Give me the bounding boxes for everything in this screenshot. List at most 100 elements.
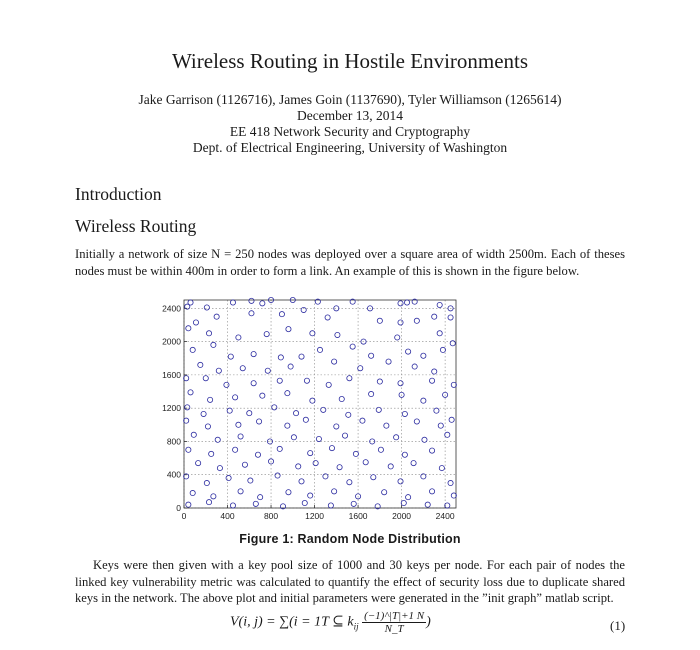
node-point xyxy=(431,313,438,320)
node-point xyxy=(438,465,445,472)
node-point xyxy=(239,365,246,372)
node-point xyxy=(367,305,374,312)
y-tick-label: 2400 xyxy=(162,303,181,313)
node-point xyxy=(307,450,314,457)
x-tick-label: 400 xyxy=(220,511,234,521)
equation-subscript: ij xyxy=(353,621,359,632)
node-point xyxy=(397,478,404,485)
node-point xyxy=(257,494,264,501)
node-point xyxy=(187,389,194,396)
node-point xyxy=(333,423,340,430)
node-point xyxy=(280,503,287,510)
node-point xyxy=(316,346,323,353)
node-point xyxy=(387,463,394,470)
paper-date: December 13, 2014 xyxy=(296,108,404,123)
node-point xyxy=(338,396,345,403)
node-point xyxy=(232,394,239,401)
node-point xyxy=(271,404,278,411)
node-point xyxy=(333,305,340,312)
node-point xyxy=(266,438,273,445)
node-point xyxy=(183,375,190,382)
node-point xyxy=(192,319,199,326)
node-point xyxy=(315,435,322,442)
node-point xyxy=(185,325,192,332)
node-point xyxy=(229,299,236,306)
node-point xyxy=(210,341,217,348)
node-point xyxy=(248,297,255,304)
node-point xyxy=(439,346,446,353)
node-point xyxy=(376,317,383,324)
node-point xyxy=(278,311,285,318)
node-point xyxy=(325,381,332,388)
node-point xyxy=(183,417,190,424)
node-point xyxy=(184,404,191,411)
node-point xyxy=(429,377,436,384)
node-point xyxy=(324,314,331,321)
node-point xyxy=(287,363,294,370)
node-point xyxy=(298,353,305,360)
node-point xyxy=(355,493,362,500)
node-point xyxy=(350,500,357,507)
node-point xyxy=(437,422,444,429)
node-point xyxy=(185,446,192,453)
node-point xyxy=(216,465,223,472)
node-point xyxy=(225,475,232,482)
node-point xyxy=(300,306,307,313)
node-point xyxy=(259,300,266,307)
node-point xyxy=(277,354,284,361)
node-point xyxy=(374,503,381,510)
equation-number: (1) xyxy=(610,618,626,633)
node-point xyxy=(401,451,408,458)
node-point xyxy=(328,445,335,452)
node-point xyxy=(229,502,236,509)
y-tick-label: 2000 xyxy=(162,337,181,347)
node-point xyxy=(368,391,375,398)
node-point xyxy=(322,473,329,480)
node-point xyxy=(252,500,259,507)
node-point xyxy=(444,431,451,438)
node-point xyxy=(320,406,327,413)
node-point xyxy=(190,431,197,438)
node-point xyxy=(276,377,283,384)
node-point xyxy=(448,416,455,423)
node-point xyxy=(285,326,292,333)
x-tick-label: 800 xyxy=(264,511,278,521)
node-point xyxy=(195,460,202,467)
node-point xyxy=(250,380,257,387)
node-point xyxy=(241,461,248,468)
y-tick-label: 0 xyxy=(176,503,181,513)
node-point xyxy=(327,502,334,509)
node-point xyxy=(400,500,407,507)
node-point xyxy=(368,352,375,359)
node-point xyxy=(450,492,457,499)
node-point xyxy=(197,361,204,368)
node-point xyxy=(385,358,392,365)
department: Dept. of Electrical Engineering, Univers… xyxy=(192,140,508,155)
node-point xyxy=(449,340,456,347)
paper-title: Wireless Routing in Hostile Environments xyxy=(171,49,529,73)
y-tick-label: 400 xyxy=(167,470,181,480)
author-list: Jake Garrison (1126716), James Goin (113… xyxy=(138,92,562,107)
figure-caption: Figure 1: Random Node Distribution xyxy=(239,532,461,546)
node-point xyxy=(397,319,404,326)
node-point xyxy=(237,488,244,495)
node-point xyxy=(397,300,404,307)
node-point xyxy=(424,501,431,508)
node-point xyxy=(295,463,302,470)
node-point xyxy=(309,330,316,337)
x-tick-label: 2400 xyxy=(436,511,455,521)
equation-denominator: N_T xyxy=(384,623,404,635)
node-point xyxy=(250,351,257,358)
node-point xyxy=(359,417,366,424)
node-point xyxy=(263,331,270,338)
x-tick-label: 1600 xyxy=(349,511,368,521)
node-point xyxy=(433,407,440,414)
node-point xyxy=(405,494,412,501)
node-point xyxy=(203,480,210,487)
node-point xyxy=(442,391,449,398)
node-point xyxy=(215,367,222,374)
node-point xyxy=(375,406,382,413)
subsection-heading: Wireless Routing xyxy=(75,216,197,236)
node-point xyxy=(200,410,207,417)
node-point xyxy=(189,346,196,353)
